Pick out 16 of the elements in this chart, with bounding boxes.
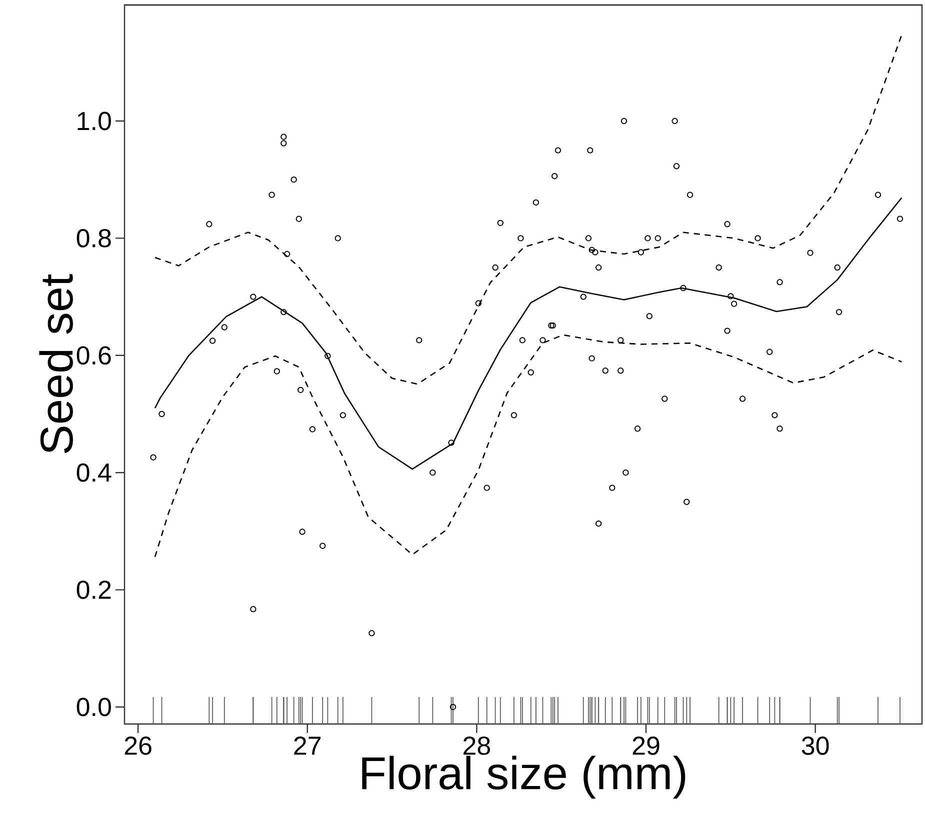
- line-series: [154, 197, 902, 470]
- y-tick-label: 0.6: [76, 346, 111, 365]
- line-series: [154, 34, 902, 385]
- x-tick-label: 29: [632, 736, 660, 755]
- y-tick-label: 0.2: [76, 580, 111, 599]
- x-axis-title: Floral size (mm): [362, 756, 686, 799]
- y-tick-label: 0.4: [76, 463, 112, 482]
- x-tick-label: 30: [802, 736, 829, 755]
- x-tick-label: 28: [464, 736, 490, 755]
- line-series: [154, 334, 902, 558]
- x-tick-label: 26: [124, 736, 152, 755]
- y-tick-label: 0.0: [76, 698, 111, 716]
- x-tick-label: 27: [294, 736, 321, 755]
- y-tick-label: 0.8: [76, 228, 111, 248]
- y-tick-label: 1.0: [78, 112, 111, 130]
- y-axis-title: Seed set: [39, 274, 73, 454]
